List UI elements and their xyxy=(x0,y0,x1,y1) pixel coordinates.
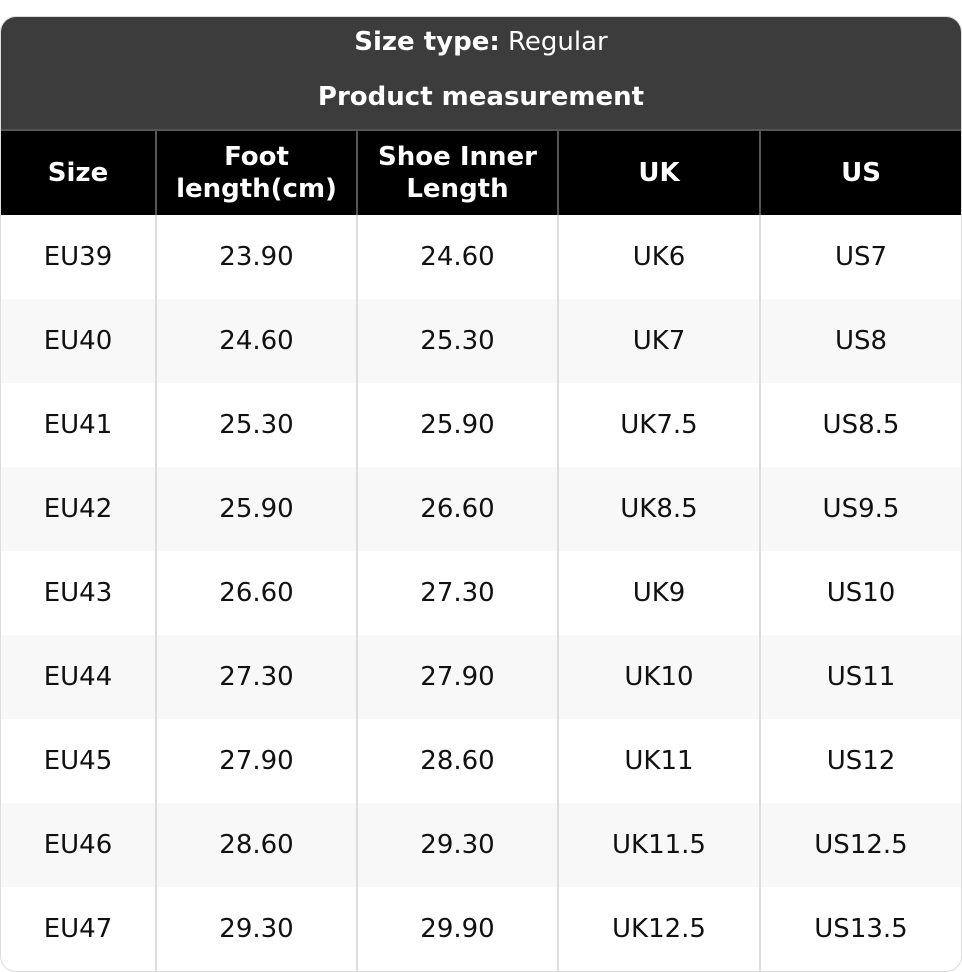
table-row: EU41 25.30 25.90 UK7.5 US8.5 xyxy=(1,383,961,467)
table-cell: EU42 xyxy=(1,467,156,551)
header-row: Size Foot length(cm) Shoe Inner Length UK US xyxy=(1,129,961,215)
table-cell: UK7.5 xyxy=(557,383,760,467)
table-cell: UK9 xyxy=(557,551,760,635)
table-cell: 27.90 xyxy=(155,719,357,803)
table-cell: 25.30 xyxy=(356,299,558,383)
column-header: Shoe Inner Length xyxy=(356,129,558,215)
table-cell: US12 xyxy=(759,719,961,803)
table-cell: 29.30 xyxy=(155,887,357,971)
table-row: EU39 23.90 24.60 UK6 US7 xyxy=(1,215,961,299)
table-cell: EU45 xyxy=(43,746,113,776)
table-cell: US10 xyxy=(759,551,961,635)
table-cell: 23.90 xyxy=(155,215,357,299)
table-cell: UK8.5 xyxy=(557,467,760,551)
table-cell: 26.60 xyxy=(356,467,558,551)
table-cell: 24.60 xyxy=(155,299,357,383)
table-cell: US8 xyxy=(759,299,961,383)
table-cell: EU40 xyxy=(1,299,156,383)
table-row: EU40 24.60 25.30 UK7 US8 xyxy=(1,299,961,383)
size-type-label: Size type: xyxy=(354,27,500,57)
table-cell: US8.5 xyxy=(759,383,961,467)
table-cell: US7 xyxy=(759,215,961,299)
size-type: Size type: Regular xyxy=(1,27,961,57)
table-cell: US11 xyxy=(759,635,961,719)
table-cell: EU41 xyxy=(43,410,113,440)
table-cell: US9.5 xyxy=(759,467,961,551)
table-row: EU47 29.30 29.90 UK12.5 US13.5 xyxy=(1,887,961,971)
size-table: Size Foot length(cm) Shoe Inner Length UK US… xyxy=(1,129,961,971)
table-cell: UK6 xyxy=(557,215,760,299)
table-cell: EU47 xyxy=(43,914,113,944)
table-cell: UK11 xyxy=(557,719,760,803)
table-cell: 27.30 xyxy=(155,635,357,719)
table-cell: EU39 xyxy=(43,242,113,272)
size-type-value: Regular xyxy=(508,27,608,57)
size-chart-title: Size type: Regular Product measurement xyxy=(1,17,961,129)
table-row: EU43 26.60 27.30 UK9 US10 xyxy=(1,551,961,635)
table-cell: UK7 xyxy=(557,299,760,383)
table-cell: EU44 xyxy=(1,635,156,719)
table-cell: UK10 xyxy=(557,635,760,719)
column-header: Size xyxy=(1,129,156,215)
table-cell: 29.90 xyxy=(356,887,558,971)
table-cell: UK11.5 xyxy=(557,803,760,887)
column-header: UK xyxy=(557,129,760,215)
table-cell: US13.5 xyxy=(759,887,961,971)
table-cell: 26.60 xyxy=(155,551,357,635)
table-cell: 25.90 xyxy=(356,383,558,467)
subtitle: Product measurement xyxy=(317,82,645,112)
table-cell: 24.60 xyxy=(356,215,558,299)
table-cell: EU46 xyxy=(1,803,156,887)
table-cell: 28.60 xyxy=(155,803,357,887)
table-cell: 25.90 xyxy=(155,467,357,551)
table-row: EU46 28.60 29.30 UK11.5 US12.5 xyxy=(1,803,961,887)
table-cell: 28.60 xyxy=(356,719,558,803)
table-row: EU42 25.90 26.60 UK8.5 US9.5 xyxy=(1,467,961,551)
table-cell: UK12.5 xyxy=(557,887,760,971)
column-header: Foot length(cm) xyxy=(155,129,357,215)
table-cell: US12.5 xyxy=(759,803,961,887)
column-header: US xyxy=(759,129,961,215)
size-chart: Size type: Regular Product measurement S… xyxy=(0,16,962,972)
table-cell: 27.90 xyxy=(356,635,558,719)
table-cell: 27.30 xyxy=(356,551,558,635)
table-cell: EU43 xyxy=(43,578,113,608)
table-cell: 29.30 xyxy=(356,803,558,887)
table-row: EU45 27.90 28.60 UK11 US12 xyxy=(1,719,961,803)
table-cell: 25.30 xyxy=(155,383,357,467)
table-row: EU44 27.30 27.90 UK10 US11 xyxy=(1,635,961,719)
